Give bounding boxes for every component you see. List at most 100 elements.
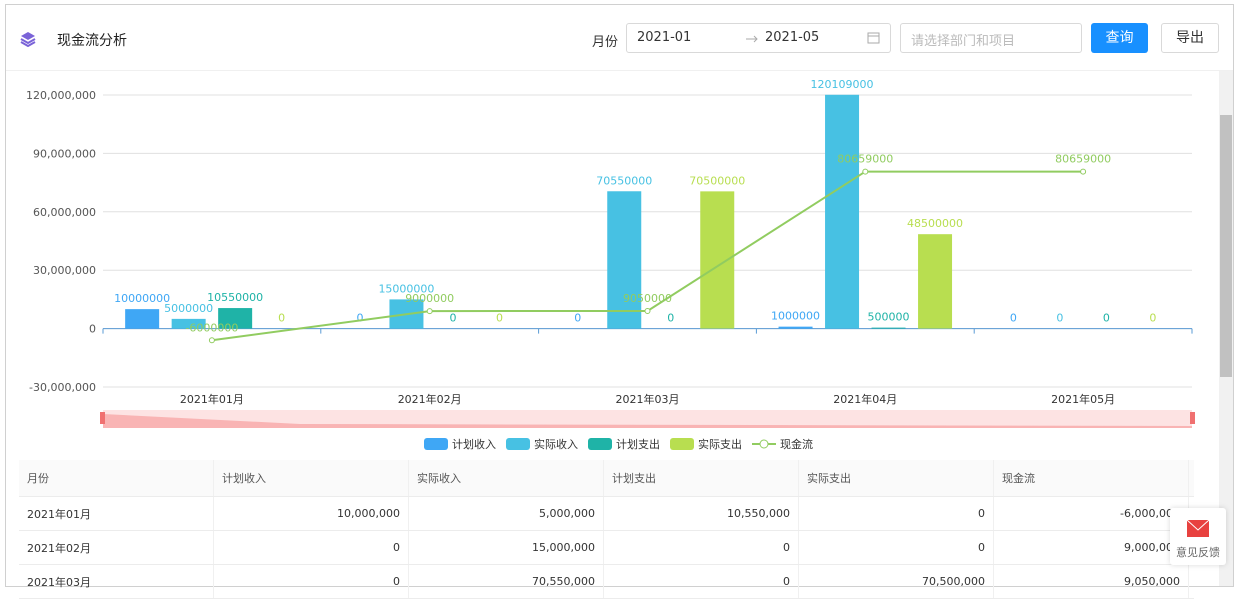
x-tick-label: 2021年01月 [180,392,244,406]
table-cell: 2021年03月 [19,565,214,598]
data-label: 70500000 [689,174,745,187]
bar [825,94,860,329]
x-tick-label: 2021年03月 [616,392,680,406]
line-point [426,308,433,315]
header-cell: 实际支出 [799,460,994,496]
data-label: 120109000 [811,78,874,91]
table-cell: 0 [214,565,409,598]
page-title: 现金流分析 [57,33,127,49]
data-label: 70550000 [596,174,652,187]
data-label: 48500000 [907,217,963,230]
window: 现金流分析 月份 2021-01 2021-05 请选择部门和项目 查询 导出 [5,4,1234,587]
legend-swatch [588,438,612,450]
header-cell: 月份 [19,460,214,496]
y-tick-label: 120,000,000 [26,89,96,102]
table-cell: 9,050,000 [994,565,1189,598]
table-cell: 5,000,000 [409,497,604,530]
y-tick-label: 0 [89,323,96,336]
table-row: 2021年03月 0 70,550,000 0 70,500,000 9,050,000 [19,565,1194,599]
table-row: 2021年01月 10,000,000 5,000,000 10,550,000 0 -6… [19,497,1194,531]
data-label: 10550000 [207,291,263,304]
zoom-handle[interactable] [1190,412,1195,424]
header-cell: 计划收入 [214,460,409,496]
legend-label: 计划收入 [452,437,496,451]
feedback-widget[interactable]: 意见反馈 [1170,508,1226,565]
data-label: 80659000 [1055,153,1111,166]
data-label: 0 [356,312,363,325]
data-label: 500000 [868,311,910,324]
header-cell: 计划支出 [604,460,799,496]
feedback-icon [1186,519,1210,537]
line-point [644,307,651,314]
table-cell: 0 [799,531,994,564]
table-cell: 15,000,000 [409,531,604,564]
y-tick-label: 90,000,000 [33,147,96,160]
legend-swatch [424,438,448,450]
table-cell: 2021年02月 [19,531,214,564]
table-cell: 0 [214,531,409,564]
export-button[interactable]: 导出 [1161,23,1219,53]
line-point [208,337,215,344]
legend-label: 实际支出 [698,437,742,451]
x-tick-label: 2021年05月 [1051,392,1115,406]
scroll-thumb[interactable] [1220,115,1232,377]
line [211,170,1084,342]
y-tick-label: 60,000,000 [33,206,96,219]
table-cell: 10,550,000 [604,497,799,530]
y-tick-label: 30,000,000 [33,264,96,277]
data-label: 0 [496,312,503,325]
table-cell: 70,500,000 [799,565,994,598]
bar [125,309,160,329]
data-table: 月份 计划收入 实际收入 计划支出 实际支出 现金流 2021年01月 10,000,000 5… [19,460,1194,599]
header-cell: 现金流 [994,460,1189,496]
legend-swatch [759,439,769,449]
feedback-label: 意见反馈 [1176,546,1220,559]
header-cell: 实际收入 [409,460,604,496]
chart: -30,000,000 0 30,000,000 60,000,000 90,000,0… [26,78,1195,451]
bar [171,318,206,329]
data-label: 0 [1103,312,1110,325]
bar [700,191,735,329]
bar [778,326,813,329]
calendar-icon [867,32,880,44]
data-label: 0 [1149,312,1156,325]
month-label: 月份 [592,35,619,50]
legend-label: 实际收入 [534,437,578,451]
bar [607,191,642,329]
zoom-slider[interactable] [103,410,1192,428]
scrollbar[interactable] [1219,71,1233,586]
table-cell: 0 [604,531,799,564]
legend-label: 计划支出 [616,437,660,451]
data-label: 0 [449,312,456,325]
zoom-handle[interactable] [100,412,105,424]
line-point [1080,168,1087,175]
data-label: 9050000 [623,292,672,305]
bar [871,327,906,329]
table-cell: 70,550,000 [409,565,604,598]
legend-swatch [506,438,530,450]
table-cell: 2021年01月 [19,497,214,530]
date-range[interactable]: 2021-01 2021-05 [626,23,891,53]
data-label: 5000000 [164,302,213,315]
table-cell: 0 [604,565,799,598]
query-button[interactable]: 查询 [1091,23,1148,53]
x-tick-label: 2021年02月 [398,392,462,406]
data-label: 1000000 [771,310,820,323]
data-label: 9000000 [405,292,454,305]
data-label: 0 [574,312,581,325]
bar [918,234,953,329]
data-label: 0 [1010,312,1017,325]
table-row: 2021年02月 0 15,000,000 0 0 9,000,000 [19,531,1194,565]
line-point [862,168,869,175]
data-label: 80659000 [837,153,893,166]
x-tick-label: 2021年04月 [833,392,897,406]
dept-select[interactable]: 请选择部门和项目 [900,23,1082,53]
table-cell: 0 [799,497,994,530]
zoom-shadow [103,414,1192,428]
data-label: 10000000 [114,292,170,305]
date-start: 2021-01 [637,30,692,45]
data-label: 15000000 [378,282,434,295]
legend-swatch [670,438,694,450]
date-end: 2021-05 [765,30,820,45]
